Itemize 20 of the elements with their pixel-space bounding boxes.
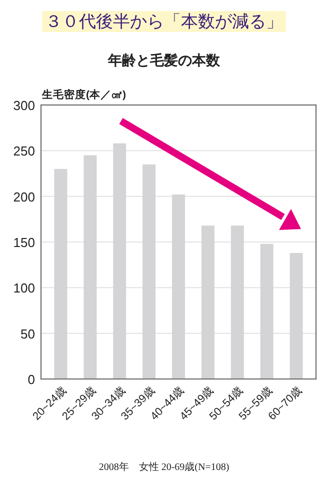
text: 2008年 女性 20-69歳(N=108) [98,461,230,473]
bar [172,194,185,379]
y-tick-label: 200 [13,189,35,204]
y-tick-label: 300 [13,98,35,113]
bar [54,168,68,379]
y-tick-label: 0 [28,372,35,387]
bar [260,244,274,379]
y-tick-label: 50 [20,326,35,342]
bar [113,143,126,379]
y-tick-label: 100 [13,280,35,296]
y-tick-label: 250 [13,144,35,159]
y-tick-label: 150 [13,235,35,250]
y-axis-title: 生毛密度(本／㎠) [41,88,126,101]
bar [142,164,156,379]
bar [201,226,214,379]
chart-title: ３０代後半から「本数が減る」 [45,12,283,31]
bar [230,226,244,379]
bar [84,155,97,379]
bar [290,252,303,379]
chart-subtitle: 年齢と毛髪の本数 [107,52,221,68]
